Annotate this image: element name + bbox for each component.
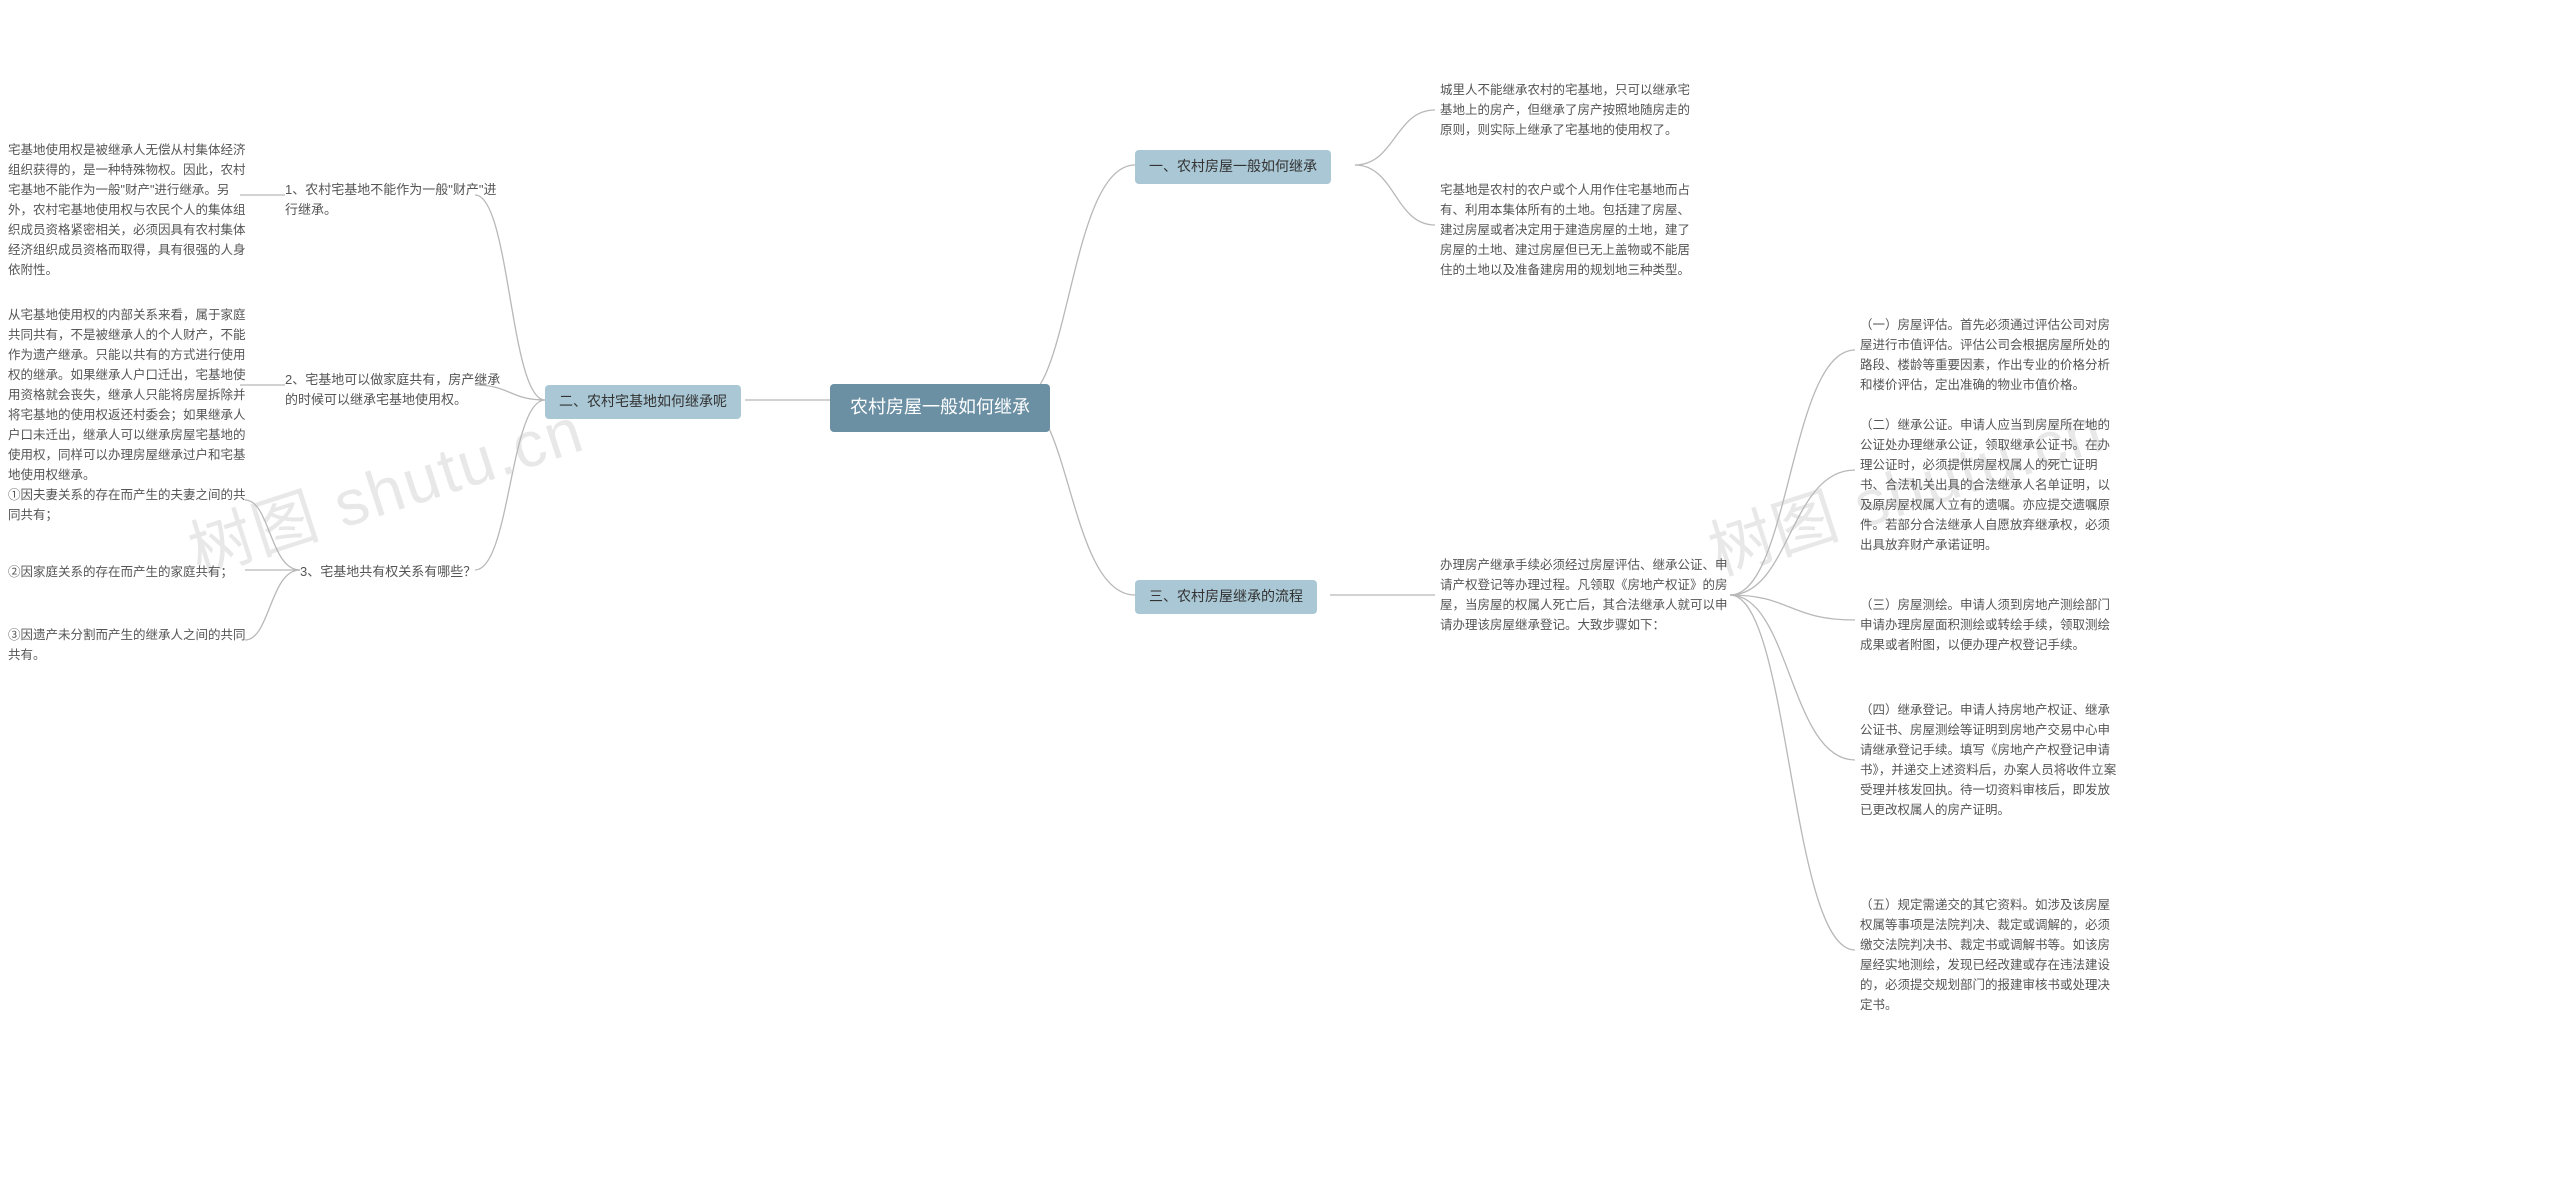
branch-1-leaf-1: 城里人不能继承农村的宅基地，只可以继承宅基地上的房产，但继承了房产按照地随房走的… [1440, 80, 1700, 140]
branch-2-sub-3: 3、宅基地共有权关系有哪些？ [300, 562, 500, 582]
branch-3-leaf-1: （一）房屋评估。首先必须通过评估公司对房屋进行市值评估。评估公司会根据房屋所处的… [1860, 315, 2120, 395]
branch-1[interactable]: 一、农村房屋一般如何继承 [1135, 150, 1331, 184]
branch-2-sub-1: 1、农村宅基地不能作为一般"财产"进行继承。 [285, 180, 505, 220]
branch-3[interactable]: 三、农村房屋继承的流程 [1135, 580, 1317, 614]
branch-3-leaf-5: （五）规定需递交的其它资料。如涉及该房屋权属等事项是法院判决、裁定或调解的，必须… [1860, 895, 2120, 1015]
branch-3-leaf-3: （三）房屋测绘。申请人须到房地产测绘部门申请办理房屋面积测绘或转绘手续，领取测绘… [1860, 595, 2120, 655]
branch-2-sub-3-leaf-1: ①因夫妻关系的存在而产生的夫妻之间的共同共有； [8, 485, 248, 525]
branch-2[interactable]: 二、农村宅基地如何继承呢 [545, 385, 741, 419]
branch-2-sub-3-leaf-3: ③因遗产未分割而产生的继承人之间的共同共有。 [8, 625, 248, 665]
branch-2-sub-2: 2、宅基地可以做家庭共有，房产继承的时候可以继承宅基地使用权。 [285, 370, 505, 410]
root-node[interactable]: 农村房屋一般如何继承 [830, 384, 1050, 432]
branch-3-leaf-4: （四）继承登记。申请人持房地产权证、继承公证书、房屋测绘等证明到房地产交易中心申… [1860, 700, 2120, 820]
branch-2-sub-3-leaf-2: ②因家庭关系的存在而产生的家庭共有； [8, 562, 248, 582]
branch-1-leaf-2: 宅基地是农村的农户或个人用作住宅基地而占有、利用本集体所有的土地。包括建了房屋、… [1440, 180, 1700, 280]
branch-3-leaf-2: （二）继承公证。申请人应当到房屋所在地的公证处办理继承公证，领取继承公证书。在办… [1860, 415, 2120, 555]
branch-3-intro: 办理房产继承手续必须经过房屋评估、继承公证、申请产权登记等办理过程。凡领取《房地… [1440, 555, 1730, 635]
branch-2-sub-1-leaf: 宅基地使用权是被继承人无偿从村集体经济组织获得的，是一种特殊物权。因此，农村宅基… [8, 140, 248, 280]
branch-2-sub-2-leaf: 从宅基地使用权的内部关系来看，属于家庭共同共有，不是被继承人的个人财产，不能作为… [8, 305, 248, 485]
